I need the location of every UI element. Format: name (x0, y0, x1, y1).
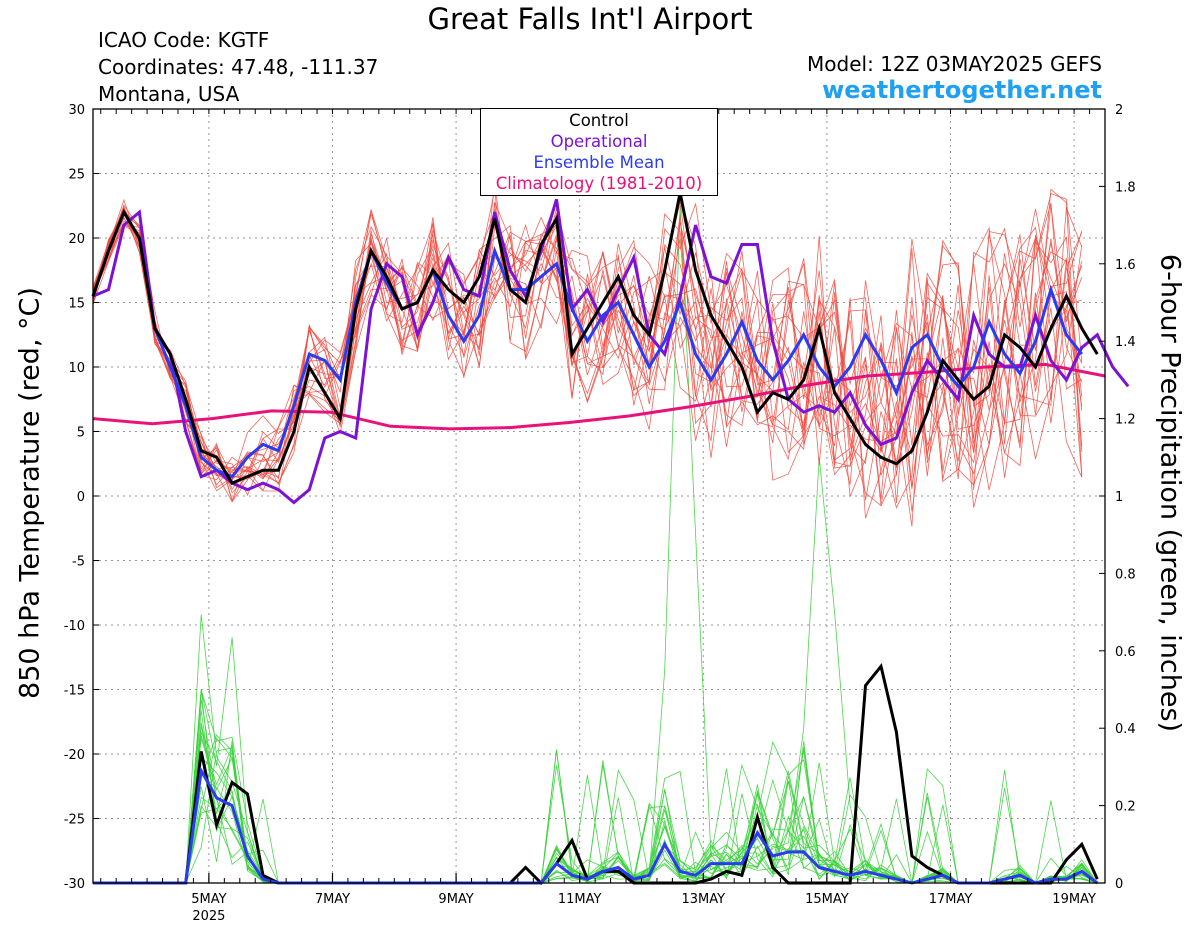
ensemble-temp-line (92, 198, 1083, 512)
ensemble-precip-line (93, 710, 1098, 884)
ensemble-temp-line (92, 202, 1083, 503)
x-tick-label: 19MAY (1052, 892, 1096, 907)
y2-axis-label: 6-hour Precipitation (green, inches) (1154, 253, 1186, 733)
ensemble-temp-line (92, 189, 1083, 527)
y-tick-label: -15 (64, 684, 85, 699)
x-tick-label: 13MAY (681, 892, 725, 907)
legend-item-climatology: Climatology (1981-2010) (495, 174, 703, 193)
ensemble-temp-line (92, 210, 1083, 497)
y2-tick-label: 0.8 (1115, 567, 1136, 582)
ensemble-precip-line (93, 756, 1098, 884)
y-tick-label: -5 (72, 555, 85, 570)
legend-item-control: Control (569, 111, 629, 130)
ensemble-temp-line (92, 180, 1083, 484)
y2-tick-label: 1.8 (1115, 180, 1136, 195)
y-tick-label: 15 (68, 297, 85, 312)
x-tick-label: 9MAY (438, 892, 473, 907)
legend: Control Operational Ensemble Mean Climat… (480, 108, 718, 196)
x-tick-label: 5MAY (191, 892, 226, 907)
ensemble-precip-line (93, 725, 1098, 884)
y-tick-label: -25 (64, 813, 85, 828)
y2-tick-label: 2 (1115, 103, 1123, 118)
y-tick-label: -30 (64, 877, 85, 892)
ensemble-temp-line (92, 200, 1083, 482)
icao-code: ICAO Code: KGTF (98, 28, 270, 52)
ensemble-temp-line (92, 210, 1083, 507)
series-line-operational (92, 198, 1130, 505)
date-axis-ticks: 5MAY 2025 7MAY 9MAY 11MAY 13MAY 15MAY 17MAY 19MA… (100, 109, 1106, 924)
y-tick-label: 0 (77, 490, 85, 505)
ensemble-precip-line (93, 735, 1098, 885)
y-tick-label: 25 (68, 168, 85, 183)
ensemble-member-temperature-lines (92, 180, 1083, 527)
y-axis-label: 850 hPa Temperature (red, °C) (14, 287, 46, 699)
y-tick-label: 10 (68, 361, 85, 376)
x-tick-label: 15MAY (805, 892, 849, 907)
legend-item-ensemble-mean: Ensemble Mean (533, 153, 665, 172)
legend-item-operational: Operational (550, 132, 648, 151)
y2-tick-label: 1.4 (1115, 335, 1136, 350)
x-tick-label: 17MAY (929, 892, 973, 907)
y-tick-label: 30 (68, 103, 85, 118)
y-tick-label: -10 (64, 619, 85, 634)
y2-tick-label: 0.6 (1115, 645, 1136, 660)
y2-tick-label: 1 (1115, 490, 1123, 505)
chart-title: Great Falls Int'l Airport (427, 2, 753, 36)
y2-tick-label: 0 (1115, 877, 1123, 892)
right-axis-ticks: 0 0.2 0.4 0.6 0.8 1 1.2 1.4 1.6 1.8 2 (1099, 103, 1136, 892)
y2-tick-label: 1.6 (1115, 258, 1136, 273)
region: Montana, USA (98, 82, 240, 106)
chart-gridlines (93, 109, 1105, 883)
y2-tick-label: 1.2 (1115, 413, 1136, 428)
x-tick-year-label: 2025 (192, 909, 225, 924)
x-tick-label: 11MAY (558, 892, 602, 907)
ensemble-temp-line (92, 202, 1083, 519)
series-line-ensemble-mean-precip (93, 766, 1099, 885)
site-link[interactable]: weathertogether.net (822, 76, 1102, 104)
series-line-ensemble-mean (91, 208, 1083, 479)
series-line-control (91, 192, 1099, 485)
y-tick-label: 20 (68, 232, 85, 247)
y2-tick-label: 0.2 (1115, 800, 1136, 815)
y2-tick-label: 0.4 (1115, 722, 1136, 737)
left-axis-ticks: -30 -25 -20 -15 -10 -5 0 5 10 15 20 25 30 (64, 103, 99, 892)
main-series-lines (91, 192, 1130, 886)
y-tick-label: -20 (64, 748, 85, 763)
coordinates: Coordinates: 47.48, -111.37 (98, 55, 379, 79)
model-run: Model: 12Z 03MAY2025 GEFS (807, 52, 1102, 76)
x-tick-label: 7MAY (315, 892, 350, 907)
y-tick-label: 5 (77, 426, 85, 441)
